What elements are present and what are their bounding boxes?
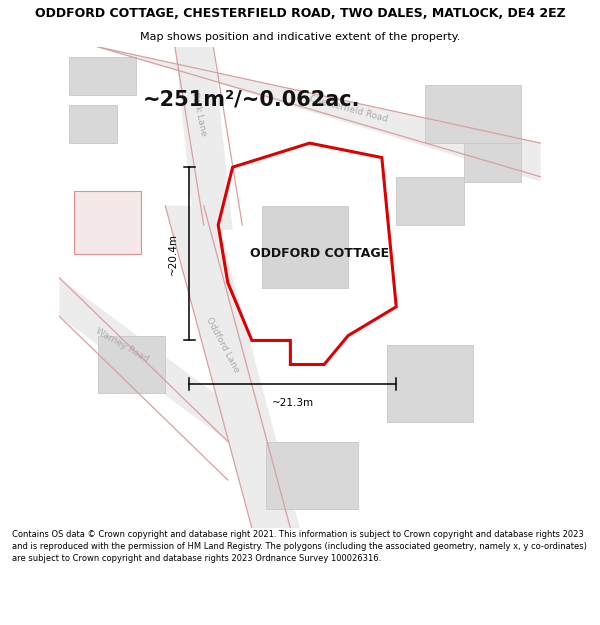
Polygon shape: [396, 177, 464, 225]
Polygon shape: [69, 56, 136, 95]
Polygon shape: [425, 86, 521, 143]
Text: Oddford Lane: Oddford Lane: [205, 316, 241, 374]
Polygon shape: [262, 206, 348, 288]
Polygon shape: [59, 278, 228, 441]
Text: ~20.4m: ~20.4m: [167, 232, 178, 275]
Text: ODDFORD COTTAGE, CHESTERFIELD ROAD, TWO DALES, MATLOCK, DE4 2EZ: ODDFORD COTTAGE, CHESTERFIELD ROAD, TWO …: [35, 7, 565, 19]
Text: ~21.3m: ~21.3m: [272, 398, 314, 408]
Polygon shape: [464, 143, 521, 182]
Text: ~251m²/~0.062ac.: ~251m²/~0.062ac.: [143, 90, 361, 110]
Polygon shape: [74, 191, 141, 254]
Text: ODDFORD COTTAGE: ODDFORD COTTAGE: [250, 248, 389, 260]
Polygon shape: [98, 336, 165, 393]
Polygon shape: [69, 104, 117, 143]
Text: Contains OS data © Crown copyright and database right 2021. This information is : Contains OS data © Crown copyright and d…: [12, 530, 587, 562]
Text: Park Lane: Park Lane: [190, 92, 208, 137]
Text: Map shows position and indicative extent of the property.: Map shows position and indicative extent…: [140, 31, 460, 41]
Polygon shape: [98, 47, 541, 182]
Polygon shape: [175, 47, 233, 230]
Polygon shape: [266, 441, 358, 509]
Text: Warney Road: Warney Road: [94, 326, 150, 364]
Polygon shape: [386, 345, 473, 423]
Polygon shape: [165, 206, 300, 528]
Text: Chesterfield Road: Chesterfield Road: [308, 94, 388, 124]
